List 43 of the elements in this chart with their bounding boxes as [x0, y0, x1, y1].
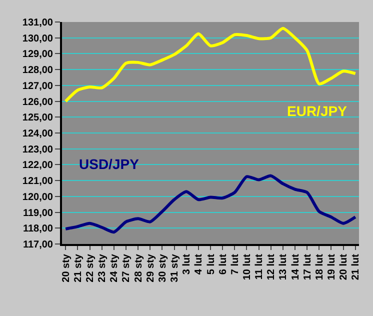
y-tick-label: 123,00: [22, 144, 54, 156]
y-tick-label: 118,00: [22, 224, 54, 235]
y-tick-label: 120,00: [22, 192, 54, 203]
x-tick-label: 4 lut: [194, 253, 205, 275]
y-tick-label: 127,00: [22, 80, 54, 92]
x-tick-label: 18 lut: [314, 253, 326, 280]
x-tick-label: 7 lut: [230, 253, 241, 275]
x-tick-label: 24 sty: [109, 254, 120, 282]
x-tick-label: 12 lut: [266, 253, 278, 280]
x-tick-label: 13 lut: [278, 253, 290, 280]
x-tick-label: 28 sty: [133, 254, 144, 282]
y-tick-label: 119,00: [22, 208, 54, 219]
y-tick-label: 130,00: [22, 33, 54, 44]
series-label: EUR/JPY: [287, 103, 348, 119]
y-tick-label: 124,00: [22, 128, 54, 140]
y-tick-label: 129,00: [22, 49, 54, 60]
y-tick-label: 126,00: [22, 96, 54, 108]
x-tick-label: 6 lut: [218, 253, 229, 275]
line-series: [64, 26, 357, 103]
y-tick-label: 121,00: [22, 176, 54, 188]
x-tick-label: 31 sty: [170, 254, 181, 282]
y-tick-label: 117,00: [22, 240, 54, 250]
x-tick-label: 30 sty: [157, 254, 168, 282]
x-tick-label: 23 sty: [97, 254, 108, 282]
line-series: [64, 174, 357, 234]
x-tick-label: 22 sty: [85, 254, 96, 282]
y-tick-label: 128,00: [22, 65, 54, 76]
x-tick-label: 20 sty: [60, 254, 72, 282]
x-tick-label: 20 lut: [338, 253, 350, 280]
x-tick-label: 3 lut: [182, 253, 193, 275]
x-tick-label: 5 lut: [206, 253, 217, 275]
y-tick-label: 125,00: [22, 112, 54, 124]
x-tick-label: 19 lut: [326, 253, 338, 280]
x-tick-label: 14 lut: [290, 253, 302, 280]
x-tick-label: 11 lut: [254, 253, 266, 280]
x-tick-label: 27 sty: [121, 254, 132, 282]
x-tick-label: 10 lut: [242, 253, 253, 280]
x-tick-label: 29 sty: [145, 254, 156, 282]
y-tick-label: 131,00: [22, 18, 54, 28]
y-tick-label: 122,00: [22, 160, 54, 172]
x-tick-label: 21 lut: [350, 253, 362, 280]
x-tick-label: 21 sty: [72, 254, 84, 282]
x-tick-label: 17 lut: [302, 253, 314, 280]
